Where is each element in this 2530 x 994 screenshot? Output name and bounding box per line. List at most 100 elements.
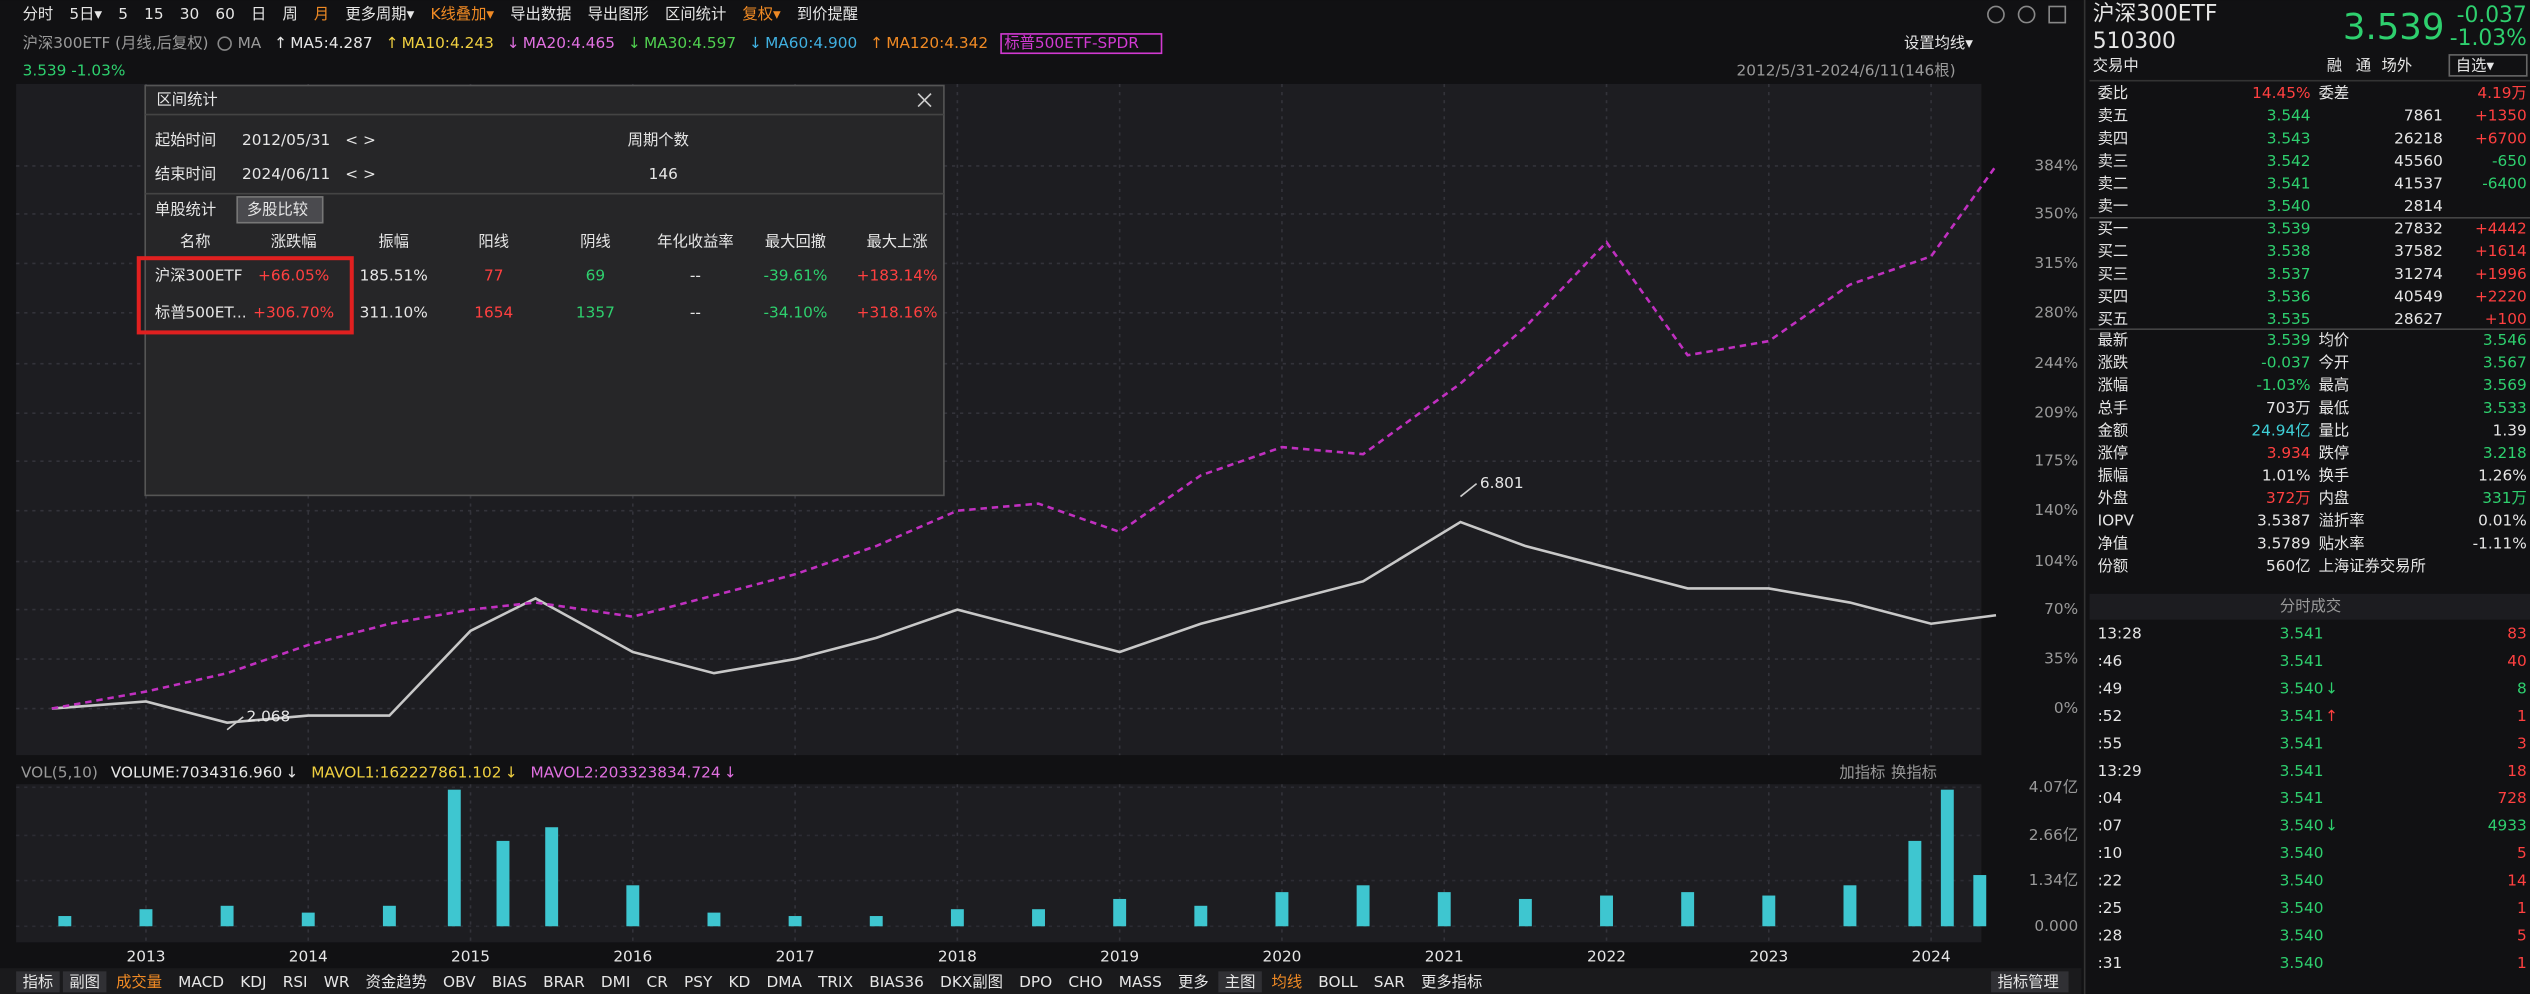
trade-price: 3.541 <box>2280 762 2324 780</box>
indicator-tab[interactable]: CHO <box>1068 973 1102 991</box>
dialog-tab[interactable]: 多股比较 <box>247 200 308 218</box>
volume-bar <box>1908 840 1922 927</box>
indicator-tab[interactable]: SAR <box>1374 973 1405 991</box>
trade-arrow: ↓ <box>2325 680 2338 698</box>
toolbar-item[interactable]: 区间统计 <box>665 5 726 23</box>
field-label: 结束时间 <box>155 165 216 183</box>
table-cell: 69 <box>586 266 606 284</box>
indicator-tab[interactable]: 更多指标 <box>1421 973 1482 991</box>
y-tick-label: 0.000 <box>2034 917 2078 935</box>
indicator-tab[interactable]: 副图 <box>69 973 100 991</box>
indicator-tab[interactable]: MACD <box>178 973 224 991</box>
toolbar-item[interactable]: 导出数据 <box>510 5 571 23</box>
toolbar-item[interactable]: 分时 <box>23 5 54 23</box>
volume-bar <box>382 905 396 927</box>
indicator-tab[interactable]: OBV <box>443 973 476 991</box>
indicator-manage[interactable]: 指标管理 <box>1998 973 2059 991</box>
trade-volume: 3 <box>2517 734 2527 752</box>
toolbar-item[interactable]: 周 <box>282 5 297 23</box>
indicator-tab[interactable]: DMI <box>601 973 631 991</box>
toolbar-item[interactable]: 60 <box>215 5 234 23</box>
quote-line: 3.539 -1.03% <box>23 62 126 80</box>
close-icon[interactable] <box>917 93 932 108</box>
tag[interactable]: 场外 <box>2382 57 2413 75</box>
toolbar-item[interactable]: 15 <box>144 5 164 23</box>
indicator-tab[interactable]: 更多 <box>1178 973 1209 991</box>
toolbar-item[interactable]: 月 <box>314 5 329 23</box>
toolbar-item[interactable]: K线叠加▾ <box>430 5 494 23</box>
trade-price: 3.540 <box>2280 872 2324 890</box>
x-tick-label: 2017 <box>776 947 815 965</box>
indicator-tab[interactable]: BOLL <box>1318 973 1358 991</box>
book-label: 买一 <box>2098 220 2129 238</box>
toolbar-item[interactable]: 到价提醒 <box>797 5 858 23</box>
indicator-tab[interactable]: 资金趋势 <box>366 973 427 991</box>
icon[interactable] <box>1987 5 2005 24</box>
x-tick-label: 2015 <box>451 947 490 965</box>
toolbar-item[interactable]: 复权▾ <box>742 5 781 23</box>
indicator-tab[interactable]: BIAS36 <box>869 973 924 991</box>
trade-time: 13:28 <box>2098 625 2142 643</box>
stat-value: 331万 <box>2482 489 2527 507</box>
trade-volume: 18 <box>2507 762 2526 780</box>
book-label: 买二 <box>2098 242 2129 260</box>
icon[interactable] <box>2017 5 2036 24</box>
toolbar-item[interactable]: 5日▾ <box>69 5 102 23</box>
indicator-tab[interactable]: 指标 <box>23 973 54 991</box>
indicator-tab[interactable]: BRAR <box>543 973 585 991</box>
stat-value: 560亿 <box>2266 557 2311 575</box>
toolbar-item[interactable]: 更多周期▾ <box>345 5 414 23</box>
indicator-tab[interactable]: 主图 <box>1225 973 1256 991</box>
watch-button[interactable]: 自选▾ <box>2456 57 2495 75</box>
stat-label: 最新 <box>2098 331 2129 349</box>
section-title: 分时成交 <box>2280 597 2341 615</box>
indicator-tab[interactable]: 均线 <box>1272 973 1303 991</box>
indicator-tab[interactable]: MASS <box>1119 973 1162 991</box>
indicator-tab[interactable]: DPO <box>1019 973 1052 991</box>
volume-bar <box>1032 909 1045 927</box>
y-tick-label: 2.66亿 <box>2029 826 2078 844</box>
tab-box <box>1218 971 1262 993</box>
settings[interactable]: 设置均线▾ <box>1904 34 1973 52</box>
tag[interactable]: 通 <box>2356 57 2371 75</box>
watch-box <box>2448 54 2528 77</box>
toolbar-item[interactable]: 30 <box>180 5 200 23</box>
toolbar-item[interactable]: 日 <box>251 5 266 23</box>
switch-indicator[interactable]: 换指标 <box>1891 763 1937 781</box>
volume-arrow: ↓ <box>505 763 518 781</box>
stat-label: 涨跌 <box>2098 354 2129 372</box>
icon[interactable] <box>2048 5 2067 24</box>
indicator-tab[interactable]: BIAS <box>492 973 527 991</box>
overlay-tag[interactable]: 标普500ETF-SPDR <box>1004 34 1139 52</box>
trade-arrow: ↓ <box>2325 817 2338 835</box>
indicator-tab[interactable]: KD <box>728 973 750 991</box>
dialog-tab[interactable]: 单股统计 <box>155 200 216 218</box>
trade-time: :22 <box>2098 872 2123 890</box>
indicator-tab[interactable]: 成交量 <box>116 973 162 991</box>
chart-title: 沪深300ETF (月线,后复权) <box>23 34 209 52</box>
nav[interactable]: < > <box>345 165 376 183</box>
indicator-tab[interactable]: DKX副图 <box>940 973 1003 991</box>
add-indicator[interactable]: 加指标 <box>1839 763 1885 781</box>
indicator-tab[interactable]: DMA <box>766 973 802 991</box>
ma-arrow: ↓ <box>507 34 520 52</box>
indicator-tab[interactable]: WR <box>324 973 350 991</box>
indicator-tab[interactable]: CR <box>647 973 669 991</box>
nav[interactable]: < > <box>345 131 376 149</box>
highlight-box <box>136 256 354 335</box>
tab-box <box>16 971 60 993</box>
indicator-tab[interactable]: KDJ <box>240 973 266 991</box>
tag[interactable]: 融 <box>2327 57 2342 75</box>
annotation: 2.068 <box>246 707 290 725</box>
y-tick-label: 35% <box>2044 650 2078 668</box>
volume-bar <box>1113 898 1127 927</box>
indicator-tab[interactable]: PSY <box>684 973 713 991</box>
indicator-tab[interactable]: TRIX <box>817 973 854 991</box>
label: 委比 <box>2098 84 2129 102</box>
y-tick-label: 1.34亿 <box>2029 871 2078 889</box>
status: 交易中 <box>2093 57 2139 75</box>
toolbar-item[interactable]: 5 <box>118 5 128 23</box>
indicator-tab[interactable]: RSI <box>283 973 308 991</box>
toolbar-item[interactable]: 导出图形 <box>588 5 649 23</box>
